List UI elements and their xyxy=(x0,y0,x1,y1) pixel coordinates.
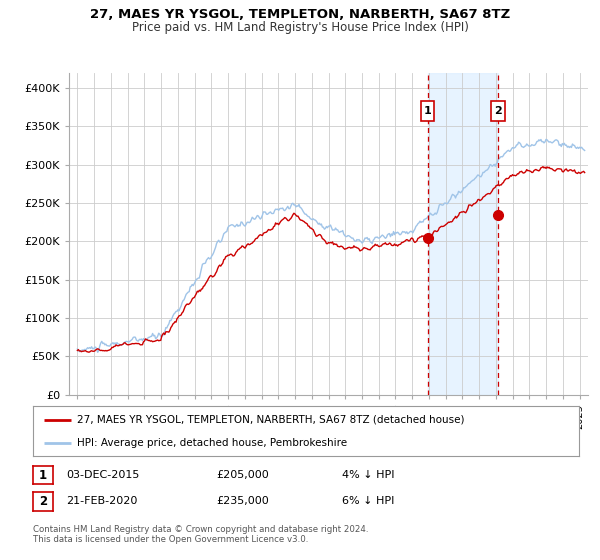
Text: 27, MAES YR YSGOL, TEMPLETON, NARBERTH, SA67 8TZ (detached house): 27, MAES YR YSGOL, TEMPLETON, NARBERTH, … xyxy=(77,414,464,424)
FancyBboxPatch shape xyxy=(421,101,434,121)
Text: Contains HM Land Registry data © Crown copyright and database right 2024.: Contains HM Land Registry data © Crown c… xyxy=(33,525,368,534)
Text: Price paid vs. HM Land Registry's House Price Index (HPI): Price paid vs. HM Land Registry's House … xyxy=(131,21,469,34)
Text: HPI: Average price, detached house, Pembrokeshire: HPI: Average price, detached house, Pemb… xyxy=(77,438,347,448)
Text: 1: 1 xyxy=(424,106,431,116)
Text: 1: 1 xyxy=(39,469,47,482)
Text: 03-DEC-2015: 03-DEC-2015 xyxy=(66,470,139,480)
Bar xyxy=(428,73,498,395)
Text: 2: 2 xyxy=(494,106,502,116)
Text: 4% ↓ HPI: 4% ↓ HPI xyxy=(342,470,395,480)
Text: 21-FEB-2020: 21-FEB-2020 xyxy=(66,496,137,506)
Text: This data is licensed under the Open Government Licence v3.0.: This data is licensed under the Open Gov… xyxy=(33,535,308,544)
Text: 6% ↓ HPI: 6% ↓ HPI xyxy=(342,496,394,506)
Text: 2: 2 xyxy=(39,495,47,508)
Text: £235,000: £235,000 xyxy=(216,496,269,506)
Text: £205,000: £205,000 xyxy=(216,470,269,480)
FancyBboxPatch shape xyxy=(491,101,505,121)
Text: 27, MAES YR YSGOL, TEMPLETON, NARBERTH, SA67 8TZ: 27, MAES YR YSGOL, TEMPLETON, NARBERTH, … xyxy=(90,8,510,21)
